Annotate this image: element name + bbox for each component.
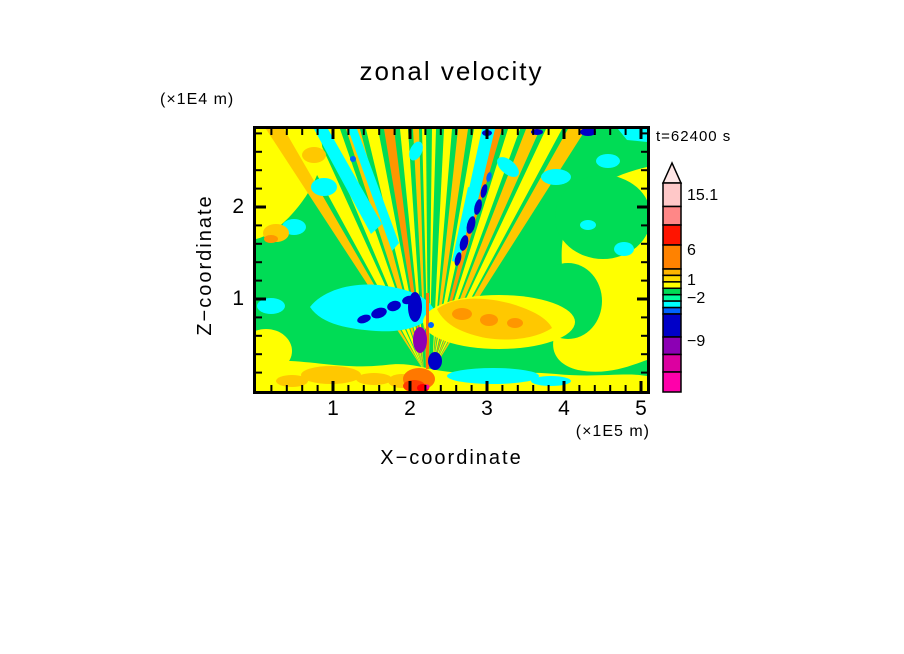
x-tick-label: 3 — [481, 397, 493, 420]
x-axis-unit-label: (×1E5 m) — [575, 423, 650, 440]
x-axis-title: X−coordinate — [380, 447, 523, 469]
colorbar-tick-label: −2 — [687, 290, 706, 308]
x-tick-label: 5 — [635, 397, 647, 420]
chart-title: zonal velocity — [359, 56, 544, 86]
colorbar — [661, 161, 683, 393]
contour-plot — [256, 129, 647, 391]
colorbar-arrow-tip — [661, 161, 683, 184]
colorbar-tick-label: 15.1 — [687, 186, 719, 204]
colorbar-tick-label: −9 — [687, 332, 706, 350]
z-tick-label: 2 — [232, 195, 244, 218]
z-tick-label: 1 — [232, 287, 244, 310]
time-annotation: t=62400 s — [656, 128, 732, 145]
x-tick-label: 1 — [327, 397, 339, 420]
plot-area — [253, 126, 650, 394]
x-tick-label: 4 — [558, 397, 570, 420]
axis-ticks — [256, 129, 647, 391]
colorbar-segments — [662, 182, 682, 393]
contour-art — [256, 129, 647, 391]
z-axis-unit-label: (×1E4 m) — [160, 91, 235, 108]
colorbar-tick-label: 6 — [687, 242, 696, 259]
x-tick-label: 2 — [404, 397, 416, 420]
colorbar-tick-label: 1 — [687, 272, 696, 290]
